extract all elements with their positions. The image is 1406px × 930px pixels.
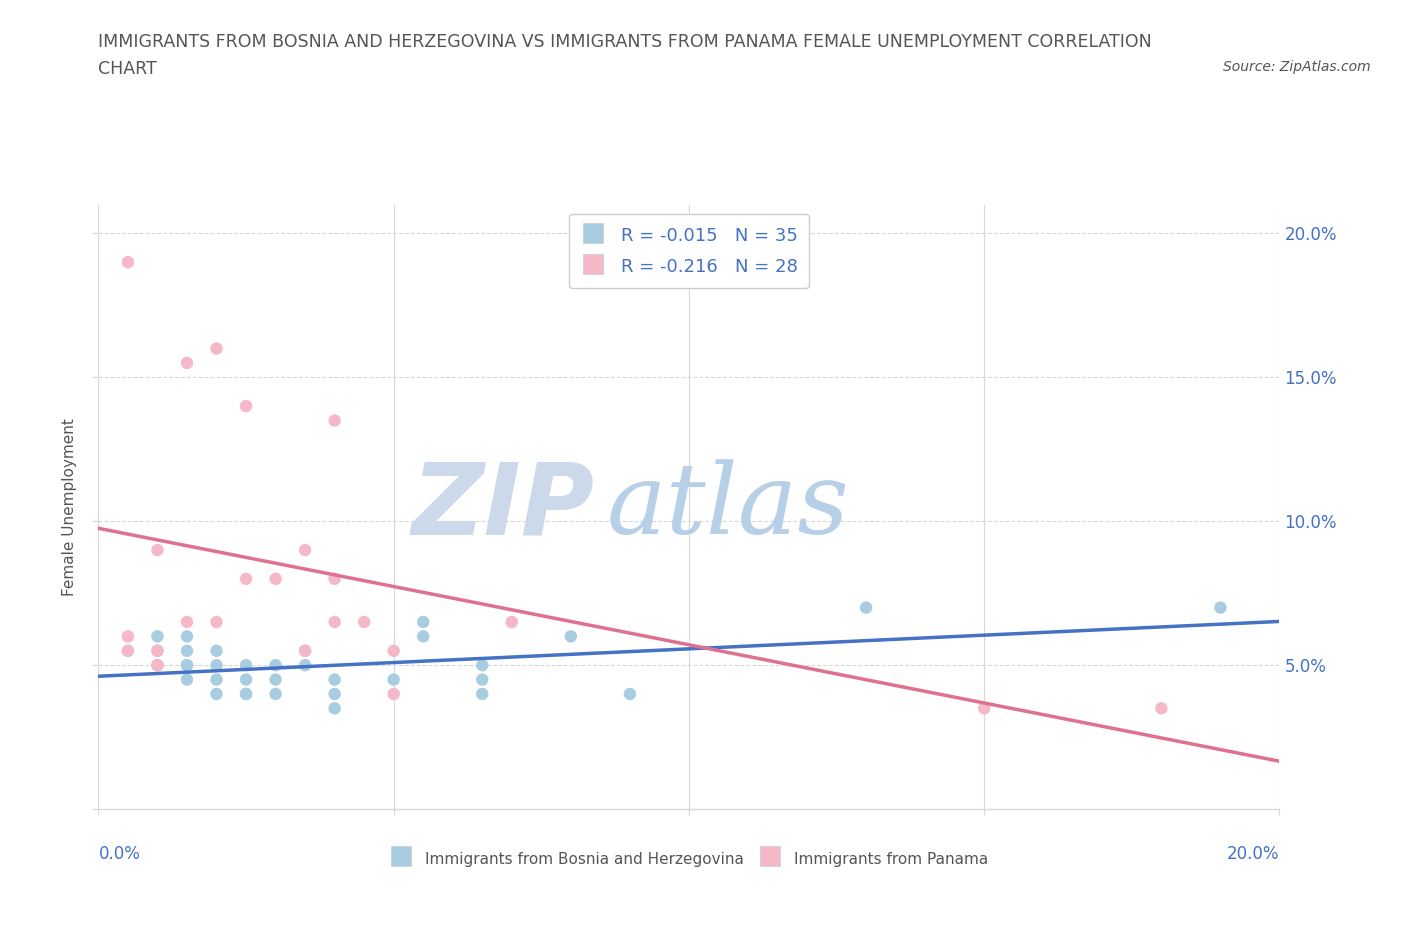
Point	[235, 571, 257, 586]
Point	[235, 686, 257, 701]
Point	[1150, 701, 1173, 716]
Point	[235, 399, 257, 414]
Point	[619, 686, 641, 701]
Point	[294, 644, 316, 658]
Point	[205, 615, 228, 630]
Point	[382, 686, 405, 701]
Text: ZIP: ZIP	[412, 458, 595, 555]
Point	[264, 571, 287, 586]
Text: Source: ZipAtlas.com: Source: ZipAtlas.com	[1223, 60, 1371, 74]
Point	[560, 629, 582, 644]
Text: atlas: atlas	[606, 459, 849, 554]
Point	[146, 644, 169, 658]
Point	[146, 644, 169, 658]
Point	[146, 658, 169, 672]
Point	[176, 658, 198, 672]
Legend: Immigrants from Bosnia and Herzegovina, Immigrants from Panama: Immigrants from Bosnia and Herzegovina, …	[384, 844, 994, 874]
Point	[205, 658, 228, 672]
Text: CHART: CHART	[98, 60, 157, 78]
Point	[176, 355, 198, 370]
Point	[294, 644, 316, 658]
Point	[176, 615, 198, 630]
Point	[117, 644, 139, 658]
Point	[855, 600, 877, 615]
Point	[382, 672, 405, 687]
Point	[205, 686, 228, 701]
Point	[323, 686, 346, 701]
Text: 20.0%: 20.0%	[1227, 845, 1279, 863]
Point	[205, 644, 228, 658]
Point	[323, 615, 346, 630]
Point	[1209, 600, 1232, 615]
Point	[412, 615, 434, 630]
Point	[412, 629, 434, 644]
Text: IMMIGRANTS FROM BOSNIA AND HERZEGOVINA VS IMMIGRANTS FROM PANAMA FEMALE UNEMPLOY: IMMIGRANTS FROM BOSNIA AND HERZEGOVINA V…	[98, 33, 1152, 50]
Point	[471, 686, 494, 701]
Y-axis label: Female Unemployment: Female Unemployment	[62, 418, 77, 596]
Point	[176, 644, 198, 658]
Point	[146, 658, 169, 672]
Point	[176, 629, 198, 644]
Point	[205, 341, 228, 356]
Point	[176, 658, 198, 672]
Point	[353, 615, 375, 630]
Point	[323, 701, 346, 716]
Point	[973, 701, 995, 716]
Point	[117, 644, 139, 658]
Point	[501, 615, 523, 630]
Point	[235, 658, 257, 672]
Point	[294, 542, 316, 557]
Point	[323, 672, 346, 687]
Point	[235, 686, 257, 701]
Point	[471, 658, 494, 672]
Point	[471, 672, 494, 687]
Point	[117, 255, 139, 270]
Point	[146, 629, 169, 644]
Point	[382, 644, 405, 658]
Point	[146, 542, 169, 557]
Point	[235, 672, 257, 687]
Text: 0.0%: 0.0%	[98, 845, 141, 863]
Point	[323, 413, 346, 428]
Point	[117, 629, 139, 644]
Point	[264, 686, 287, 701]
Point	[205, 672, 228, 687]
Point	[176, 672, 198, 687]
Point	[294, 658, 316, 672]
Point	[264, 658, 287, 672]
Point	[264, 672, 287, 687]
Point	[323, 571, 346, 586]
